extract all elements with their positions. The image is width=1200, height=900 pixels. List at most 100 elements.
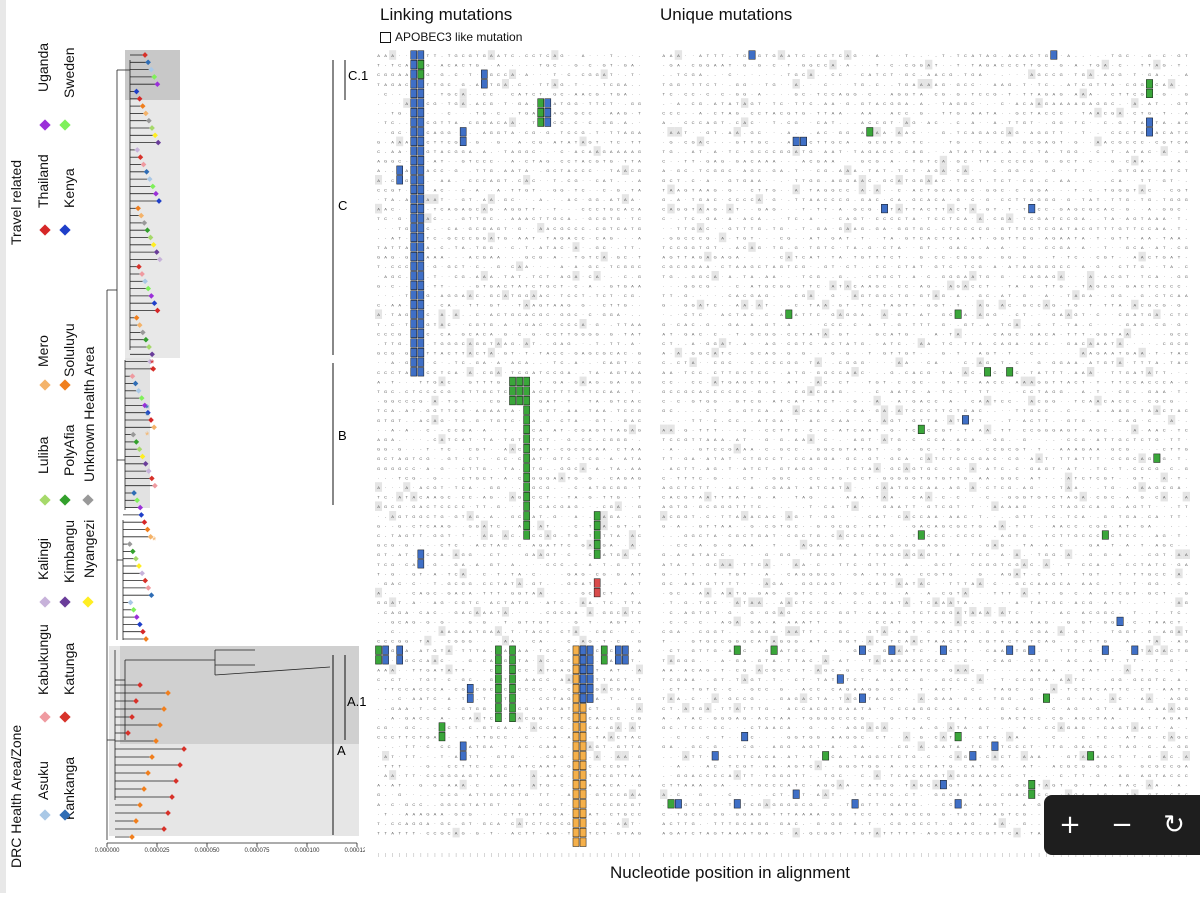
zoom-out-button[interactable]: − (1100, 803, 1144, 847)
mutation-cell (418, 560, 424, 569)
svg-text:G: G (603, 629, 606, 634)
svg-text:-: - (589, 735, 591, 740)
svg-text:-: - (611, 831, 613, 836)
svg-text:G: G (669, 82, 672, 87)
svg-text:C: C (617, 447, 620, 452)
svg-text:C: C (448, 831, 451, 836)
svg-text:C: C (913, 72, 916, 77)
svg-text:G: G (469, 53, 472, 58)
svg-text:A: A (525, 658, 528, 663)
svg-text:T: T (476, 245, 479, 250)
svg-text:·: · (796, 63, 797, 68)
svg-text:T: T (434, 581, 437, 586)
svg-text:G: G (426, 72, 429, 77)
svg-text:-: - (540, 831, 542, 836)
svg-text:G: G (455, 562, 458, 567)
svg-text:·: · (604, 130, 605, 135)
svg-text:A: A (589, 427, 592, 432)
mutation-cell (712, 752, 718, 761)
svg-text:T: T (561, 427, 564, 432)
refresh-button[interactable]: ↻ (1152, 803, 1196, 847)
svg-text:·: · (589, 792, 590, 797)
svg-text:·: · (462, 322, 463, 327)
svg-text:-: - (448, 216, 450, 221)
svg-text:C: C (1126, 139, 1129, 144)
svg-text:C: C (539, 437, 542, 442)
svg-text:G: G (912, 120, 915, 125)
svg-text:C: C (448, 139, 451, 144)
svg-text:A: A (743, 101, 746, 106)
svg-text:A: A (810, 72, 813, 77)
svg-text:T: T (391, 245, 394, 250)
svg-text:A: A (532, 322, 535, 327)
svg-text:A: A (662, 168, 665, 173)
svg-text:-: - (928, 149, 930, 154)
mutation-cell (411, 108, 417, 117)
svg-text:C: C (596, 773, 599, 778)
svg-text:C: C (426, 101, 429, 106)
svg-text:T: T (624, 370, 627, 375)
svg-text:A: A (525, 360, 528, 365)
mutation-cell (439, 732, 445, 741)
svg-text:C: C (920, 139, 923, 144)
svg-text:-: - (663, 63, 665, 68)
svg-text:G: G (624, 811, 627, 816)
svg-text:-: - (632, 763, 634, 768)
svg-text:T: T (384, 763, 387, 768)
svg-text:C: C (575, 581, 578, 586)
svg-text:T: T (384, 811, 387, 816)
svg-text:G: G (567, 466, 570, 471)
svg-text:G: G (567, 821, 570, 826)
svg-text:C: C (455, 274, 458, 279)
svg-text:G: G (1104, 101, 1107, 106)
svg-text:C: C (476, 763, 479, 768)
svg-text:T: T (1104, 82, 1107, 87)
svg-text:T: T (582, 389, 585, 394)
svg-text:G: G (920, 111, 923, 116)
svg-text:-: - (1112, 63, 1114, 68)
svg-text:G: G (957, 101, 960, 106)
svg-text:T: T (1075, 159, 1078, 164)
svg-text:G: G (617, 485, 620, 490)
svg-text:-: - (484, 264, 486, 269)
svg-text:G: G (476, 120, 479, 125)
svg-text:G: G (596, 456, 599, 461)
svg-text:G: G (624, 427, 627, 432)
svg-text:·: · (1024, 72, 1025, 77)
svg-text:T: T (420, 639, 423, 644)
svg-text:T: T (469, 72, 472, 77)
svg-text:·: · (604, 53, 605, 58)
svg-text:C: C (575, 235, 578, 240)
svg-text:·: · (639, 303, 640, 308)
svg-text:A: A (427, 245, 430, 250)
svg-text:G: G (447, 91, 450, 96)
svg-text:·: · (554, 312, 555, 317)
svg-text:G: G (462, 639, 465, 644)
svg-text:A: A (582, 379, 585, 384)
svg-text:-: - (625, 783, 627, 788)
svg-text:·: · (639, 63, 640, 68)
mutation-cell (510, 377, 516, 386)
zoom-in-button[interactable]: + (1048, 803, 1092, 847)
svg-text:A: A (824, 149, 827, 154)
svg-text:-: - (618, 53, 620, 58)
svg-text:G: G (1052, 168, 1055, 173)
svg-text:-: - (994, 159, 996, 164)
svg-text:-: - (470, 187, 472, 192)
svg-text:T: T (1089, 63, 1092, 68)
svg-text:-: - (399, 591, 401, 596)
svg-text:G: G (610, 207, 613, 212)
svg-text:-: - (1164, 101, 1166, 106)
svg-text:-: - (561, 255, 563, 260)
svg-text:C: C (539, 533, 542, 538)
svg-text:A: A (603, 552, 606, 557)
svg-text:C: C (483, 370, 486, 375)
svg-text:·: · (618, 159, 619, 164)
svg-text:C: C (511, 53, 514, 58)
svg-text:-: - (448, 475, 450, 480)
svg-text:T: T (377, 216, 380, 221)
svg-text:G: G (854, 53, 857, 58)
svg-text:A: A (561, 811, 564, 816)
mutation-cell (800, 137, 806, 146)
svg-text:G: G (574, 101, 577, 106)
